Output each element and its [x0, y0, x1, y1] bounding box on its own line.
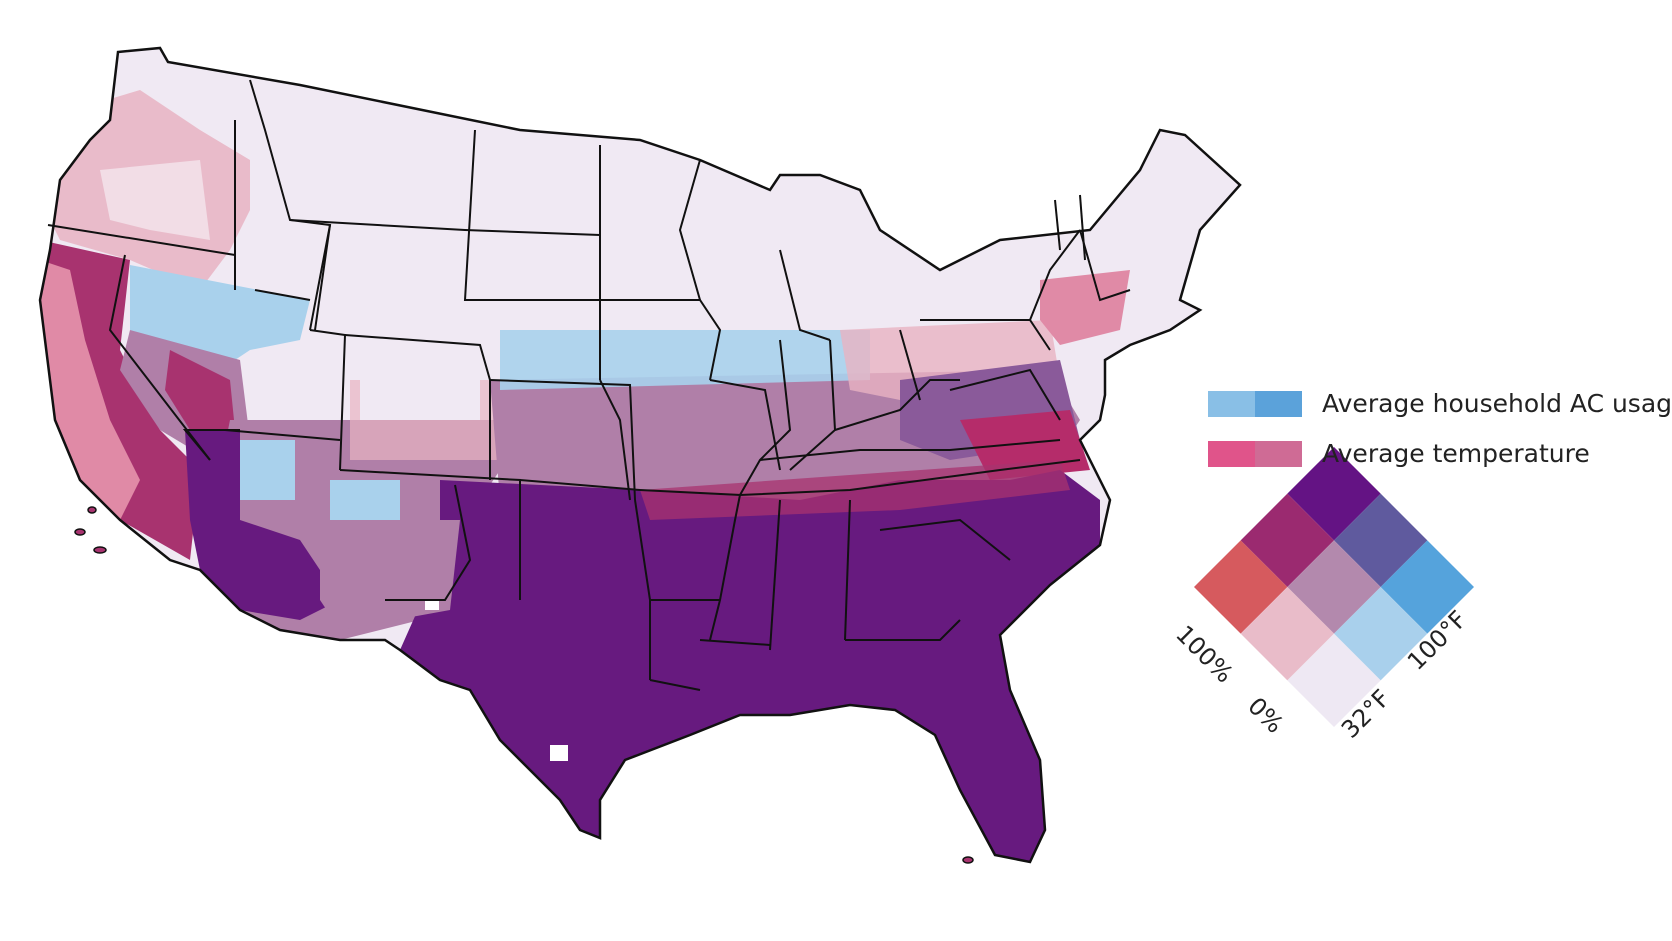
- state-border-line: [834, 379, 960, 431]
- state-border-line: [845, 619, 961, 641]
- state-border-line: [1079, 229, 1131, 302]
- state-border-line: [879, 518, 1011, 561]
- state-border-line: [739, 339, 792, 496]
- island-shape: [93, 546, 107, 554]
- state-border-line: [639, 489, 742, 641]
- island-shape: [962, 856, 974, 864]
- state-border-line: [254, 289, 311, 301]
- key-cell: [1287, 540, 1381, 634]
- state-border-line: [314, 224, 331, 331]
- ac-usage-swatch: [1208, 390, 1302, 417]
- pnw-interior-light: [100, 160, 210, 240]
- midwest-ac-strip: [500, 330, 870, 390]
- state-border-line: [108, 254, 211, 461]
- state-border-line: [649, 679, 701, 691]
- arizona-hot-region: [185, 430, 340, 620]
- key-cell: [1287, 446, 1381, 541]
- state-border-line: [489, 379, 636, 501]
- california-coast-pink: [40, 260, 140, 520]
- colorado-light: [360, 340, 480, 420]
- state-border-line: [759, 439, 1061, 461]
- legend-ac-row: Average household AC usage: [1208, 389, 1672, 418]
- state-border-line: [344, 334, 491, 480]
- state-border-line: [385, 484, 472, 601]
- state-border-line: [463, 129, 600, 301]
- northeast-pink: [1040, 270, 1130, 345]
- new-mexico-white-notch: [425, 600, 439, 610]
- state-border-line: [699, 639, 771, 646]
- texas-white-notch: [550, 745, 568, 761]
- state-border-line: [769, 499, 781, 651]
- california-islands: [74, 506, 974, 864]
- state-border-line: [182, 429, 240, 461]
- arizona-light-blue-2: [330, 480, 400, 530]
- temperature-swatch: [1208, 440, 1302, 467]
- state-border-line: [599, 379, 631, 501]
- state-border-line: [1079, 194, 1086, 261]
- state-border-line: [1029, 229, 1081, 321]
- temperature-label: Average temperature: [1322, 439, 1590, 468]
- state-border-line: [224, 429, 341, 441]
- state-border-line: [289, 219, 601, 236]
- ac-usage-label: Average household AC usage: [1322, 389, 1672, 418]
- state-border-line: [600, 299, 722, 381]
- state-border-line: [949, 368, 1061, 421]
- state-border-line: [899, 329, 921, 401]
- legend-temp-row: Average temperature: [1208, 439, 1590, 468]
- south-hot-humid: [400, 470, 1100, 862]
- state-border-line: [739, 459, 1081, 496]
- bivariate-key: [1193, 446, 1475, 728]
- state-borders: [47, 79, 1131, 691]
- great-basin-magenta: [165, 350, 235, 430]
- state-border-line: [1054, 199, 1061, 251]
- arizona-light-blue-1: [235, 440, 295, 500]
- state-border-line: [709, 379, 781, 471]
- state-border-line: [519, 479, 641, 491]
- state-border-line: [47, 224, 236, 256]
- key-cell: [1287, 633, 1381, 728]
- state-border-line: [678, 159, 701, 301]
- state-border-line: [779, 249, 831, 341]
- island-shape: [74, 528, 86, 536]
- island-shape: [87, 506, 97, 514]
- state-border-line: [844, 499, 851, 641]
